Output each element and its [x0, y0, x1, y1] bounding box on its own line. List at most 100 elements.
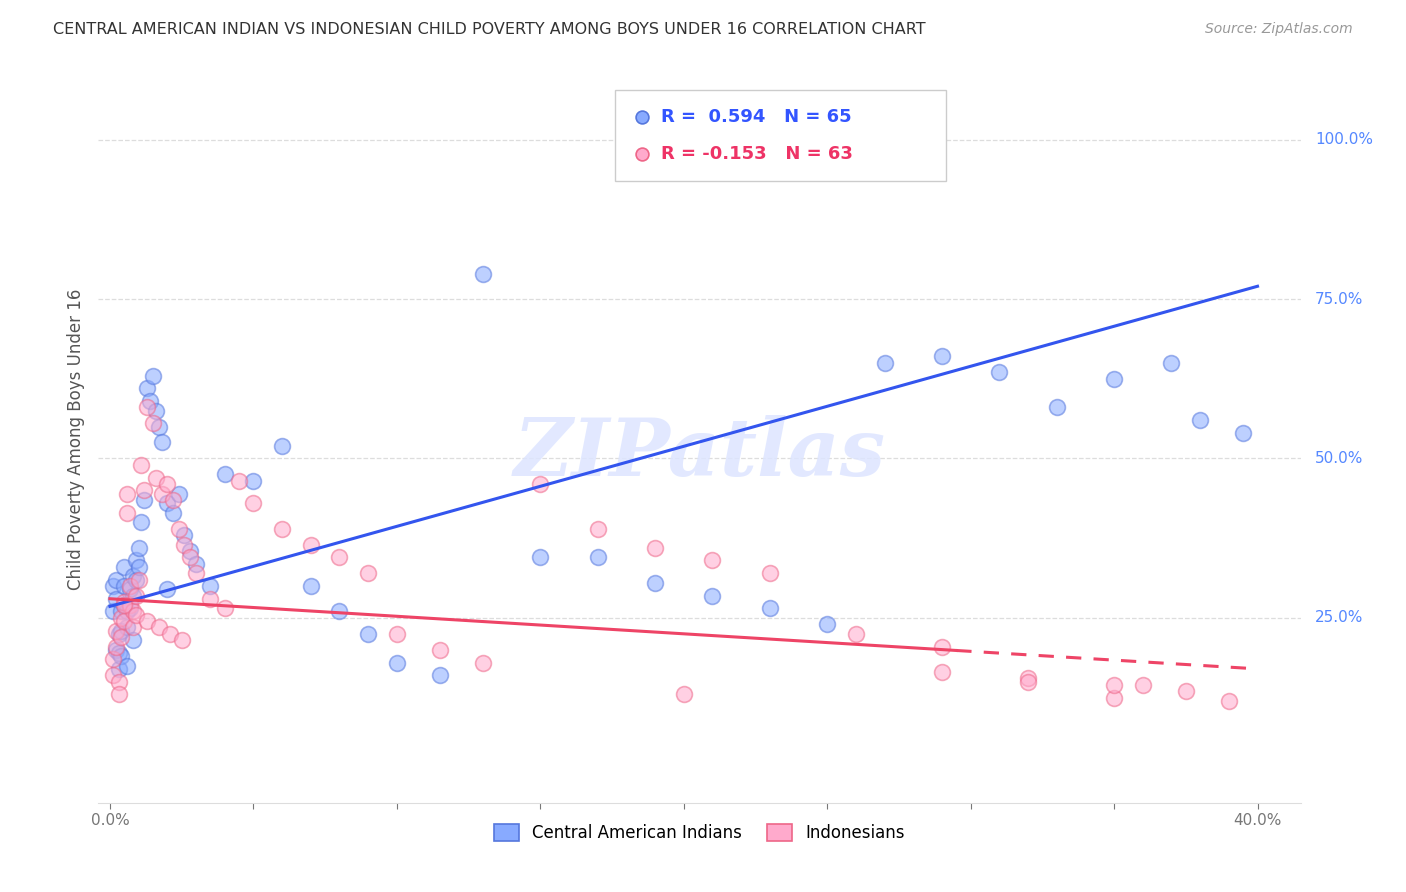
Point — [1396, 169, 1406, 183]
Point — [529, 550, 551, 565]
Point — [228, 474, 250, 488]
Point — [357, 566, 380, 581]
Point — [110, 630, 132, 644]
Point — [115, 605, 138, 619]
Point — [931, 350, 953, 364]
Point — [1232, 425, 1254, 440]
Point — [136, 401, 159, 415]
Point — [121, 589, 143, 603]
Point — [134, 483, 156, 498]
Point — [644, 541, 666, 555]
Point — [170, 633, 193, 648]
Point — [139, 394, 162, 409]
Point — [101, 605, 124, 619]
Point — [101, 668, 124, 682]
Point — [931, 665, 953, 679]
Point — [429, 668, 451, 682]
Point — [167, 522, 190, 536]
Y-axis label: Child Poverty Among Boys Under 16: Child Poverty Among Boys Under 16 — [66, 289, 84, 590]
Point — [112, 579, 135, 593]
Point — [299, 537, 322, 551]
Point — [179, 544, 201, 558]
Point — [328, 550, 350, 565]
Point — [529, 477, 551, 491]
Text: CENTRAL AMERICAN INDIAN VS INDONESIAN CHILD POVERTY AMONG BOYS UNDER 16 CORRELAT: CENTRAL AMERICAN INDIAN VS INDONESIAN CH… — [53, 22, 927, 37]
Point — [107, 674, 129, 689]
Point — [125, 553, 148, 567]
Point — [1174, 684, 1197, 698]
Point — [107, 662, 129, 676]
Point — [115, 506, 138, 520]
Point — [586, 550, 609, 565]
Point — [112, 598, 135, 612]
Point — [672, 687, 695, 701]
Point — [104, 624, 127, 638]
Point — [148, 419, 170, 434]
Point — [101, 579, 124, 593]
Point — [214, 601, 236, 615]
Point — [118, 582, 141, 597]
Point — [145, 470, 167, 484]
Point — [242, 474, 264, 488]
Point — [104, 591, 127, 606]
FancyBboxPatch shape — [616, 90, 946, 181]
Point — [385, 656, 408, 670]
Point — [429, 642, 451, 657]
Point — [104, 573, 127, 587]
Point — [758, 601, 780, 615]
Point — [271, 522, 294, 536]
Point — [104, 642, 127, 657]
Point — [156, 477, 179, 491]
Point — [1132, 678, 1154, 692]
Text: R = -0.153   N = 63: R = -0.153 N = 63 — [661, 145, 853, 162]
Point — [150, 435, 173, 450]
Point — [131, 515, 153, 529]
Point — [184, 566, 207, 581]
Point — [128, 573, 150, 587]
Point — [112, 595, 135, 609]
Point — [1218, 694, 1240, 708]
Point — [1396, 201, 1406, 215]
Point — [586, 522, 609, 536]
Point — [112, 598, 135, 612]
Point — [200, 579, 222, 593]
Point — [107, 646, 129, 660]
Point — [357, 627, 380, 641]
Point — [142, 417, 165, 431]
Point — [121, 633, 143, 648]
Point — [988, 365, 1011, 379]
Point — [121, 569, 143, 583]
Point — [242, 496, 264, 510]
Point — [162, 506, 184, 520]
Point — [142, 368, 165, 383]
Point — [1189, 413, 1212, 427]
Point — [214, 467, 236, 482]
Text: 100.0%: 100.0% — [1315, 132, 1374, 147]
Point — [159, 627, 181, 641]
Point — [1102, 690, 1125, 705]
Point — [136, 614, 159, 628]
Point — [148, 620, 170, 634]
Point — [702, 553, 724, 567]
Point — [112, 614, 135, 628]
Point — [644, 575, 666, 590]
Point — [115, 658, 138, 673]
Point — [128, 541, 150, 555]
Text: 75.0%: 75.0% — [1315, 292, 1364, 307]
Text: 50.0%: 50.0% — [1315, 451, 1364, 466]
Point — [173, 537, 195, 551]
Text: R =  0.594   N = 65: R = 0.594 N = 65 — [661, 108, 852, 127]
Point — [385, 627, 408, 641]
Text: 25.0%: 25.0% — [1315, 610, 1364, 625]
Point — [110, 649, 132, 664]
Point — [112, 559, 135, 574]
Point — [1102, 678, 1125, 692]
Point — [107, 627, 129, 641]
Point — [299, 579, 322, 593]
Point — [110, 605, 132, 619]
Point — [121, 605, 143, 619]
Point — [1017, 672, 1039, 686]
Point — [115, 486, 138, 500]
Point — [101, 652, 124, 666]
Point — [184, 557, 207, 571]
